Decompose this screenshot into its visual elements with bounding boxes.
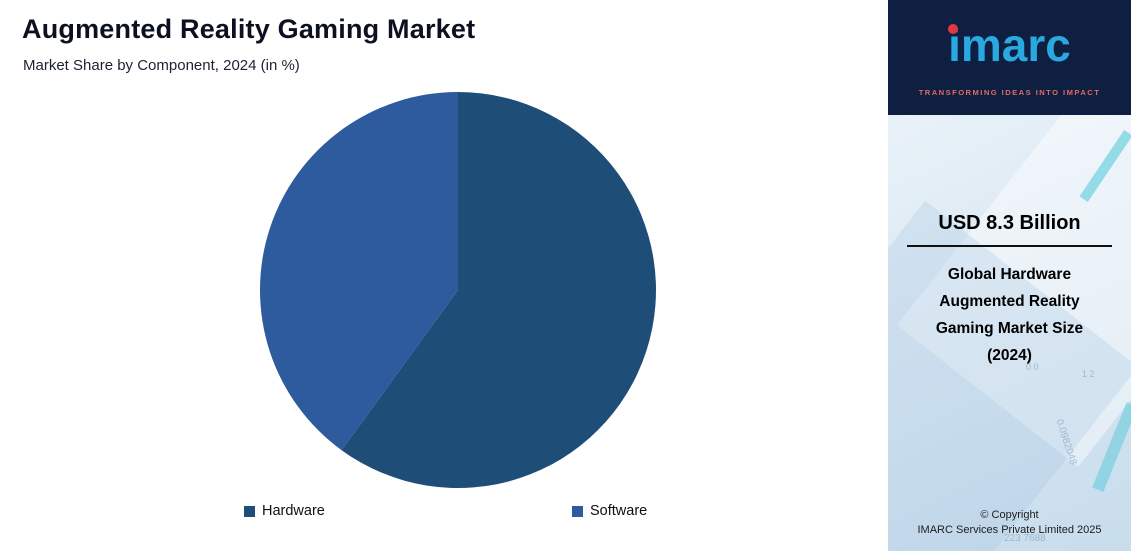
imarc-logo: imarc [888,22,1131,68]
watermark-text: 223 7688 [1004,533,1046,544]
stat-label-line: Augmented Reality [939,293,1080,310]
stat-label-line: Global Hardware [947,266,1072,283]
watermark-text: 1 2 [1082,369,1095,379]
pie-chart [258,90,658,490]
legend-label-hardware: Hardware [262,503,325,519]
market-size-label: Global Hardware Augmented Reality Gaming… [896,261,1123,369]
stat-divider [907,245,1112,247]
copyright-line: IMARC Services Private Limited 2025 [917,524,1102,536]
legend-item-software: Software [572,503,647,519]
copyright-notice: © Copyright IMARC Services Private Limit… [888,508,1131,538]
pie-slice-software [259,91,458,451]
stat-label-line: (2024) [987,347,1032,364]
page-title: Augmented Reality Gaming Market [22,14,476,44]
stat-label-line: Gaming Market Size [935,320,1084,337]
logo-dot-icon [948,24,959,34]
imarc-logo-wordmark: imarc [948,19,1071,71]
legend-swatch-software-icon [572,505,583,517]
chart-subtitle: Market Share by Component, 2024 (in %) [23,57,300,74]
pie-slice-hardware [341,92,656,488]
legend-swatch-hardware-icon [244,505,255,517]
copyright-line: © Copyright [980,509,1039,521]
brand-tagline: TRANSFORMING IDEAS INTO IMPACT [918,88,1101,97]
brand-panel: imarc TRANSFORMING IDEAS INTO IMPACT [888,0,1131,115]
pie-chart-section: Augmented Reality Gaming Market Market S… [22,14,658,519]
pie-svg [259,91,656,488]
brand-sidebar: 0 0 1 2 0.0982048 223 7688 imarc TRANSFO… [888,0,1131,551]
market-size-value: USD 8.3 Billion [938,212,1081,234]
imarc-logo-text: imarc [948,22,1071,68]
watermark-text: 0 0 [1026,362,1039,372]
legend-label-software: Software [590,503,648,519]
legend-item-hardware: Hardware [244,503,325,519]
